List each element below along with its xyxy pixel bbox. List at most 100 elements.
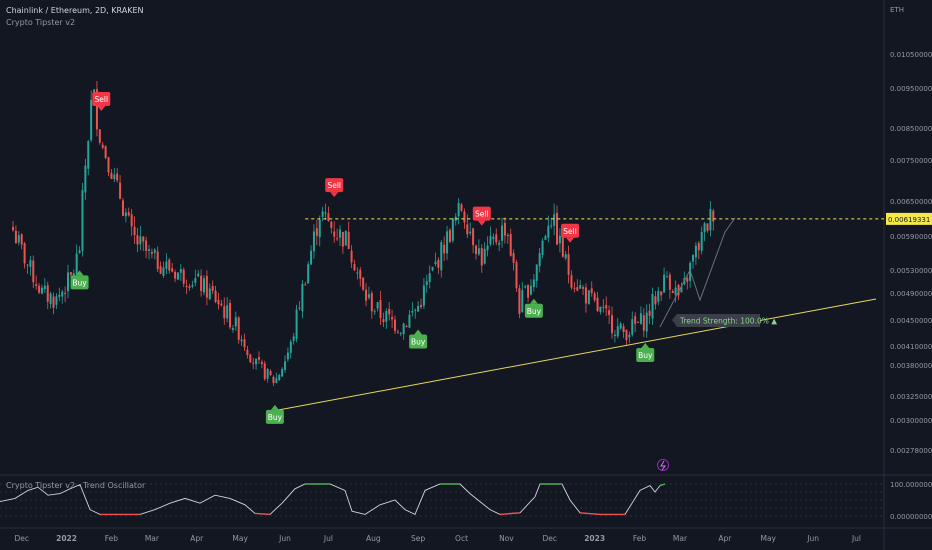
candle-body [35,284,38,286]
candle-body [321,211,324,217]
buy-signal-label: Buy [527,307,542,316]
candle [483,242,486,265]
candle [284,355,287,373]
candle [512,249,515,271]
candle-body [492,236,495,240]
candle-body [148,249,151,251]
candle-body [367,294,370,298]
candle [17,231,20,246]
candle-body [257,357,260,360]
candle-body [553,214,556,226]
candle-body [527,284,530,298]
candle-body [208,288,211,300]
candle [495,228,498,246]
candle [637,321,640,323]
candle-body [425,281,428,286]
candle-body [246,349,249,356]
candle [414,308,417,319]
candle-body [665,276,668,278]
candle [341,231,344,254]
sell-signal-label: Sell [327,181,341,190]
candle-body [668,274,671,290]
candle-body [75,253,78,275]
time-axis-tick: Jul [851,534,861,543]
time-axis-tick: Oct [455,534,468,543]
candle-body [231,328,234,330]
candle-body [613,334,616,337]
candle-body [266,369,269,379]
candle [318,215,321,247]
candle-body [200,275,203,292]
candle [40,284,43,295]
candle [631,311,634,337]
candle-body [712,210,715,222]
candle [622,323,625,338]
candle-body [52,296,55,308]
candle-body [524,286,527,288]
candle-body [145,240,148,251]
candle-body [339,229,341,238]
candle [113,168,116,183]
candle-body [382,319,385,323]
candle-body [307,264,310,284]
candle [130,208,133,237]
candle-body [414,309,417,311]
candle [376,302,379,312]
candle [260,359,263,369]
buy-signal-pointer [270,404,279,410]
candle [46,281,49,310]
candle [330,220,333,234]
indicator-title: Crypto Tipster v2 [6,18,76,27]
price-axis-tick: 0.00850000 [890,125,932,133]
candle-body [359,269,362,279]
candle-body [532,279,535,288]
candle-body [472,228,475,246]
projection-path [659,217,736,328]
candle [660,291,663,301]
candle [298,301,301,311]
candle-body [428,273,431,282]
sell-signal-box [561,223,580,238]
candle [95,80,98,137]
candle-body [570,275,573,288]
price-axis-tick: 0.00410000 [890,343,932,351]
candle [515,259,518,293]
candle [29,255,32,276]
candle [324,203,327,220]
candle [674,280,677,303]
candle-body [645,312,648,332]
buy-signal-label: Buy [72,278,87,287]
candle [437,257,440,274]
buy-signal-pointer [414,329,423,335]
candle-body [12,226,15,231]
candle-body [284,361,287,370]
candle [350,245,353,269]
candle-body [550,225,553,227]
candle-body [619,323,622,329]
candle-body [608,310,611,316]
candle-body [521,290,524,313]
buy-signal: Buy [265,404,284,424]
candle [509,228,512,257]
candle [529,279,532,296]
candle [584,283,587,313]
candle [174,269,177,283]
candle-body [657,290,660,302]
candle-body [69,272,72,275]
candle [165,253,168,275]
candle-body [168,259,171,271]
candle-body [64,292,67,294]
candle-body [203,278,205,293]
candle-body [292,336,295,341]
candle [255,358,258,370]
time-axis-tick: Mar [145,534,160,543]
candle-body [703,223,706,233]
candle [501,217,504,248]
price-axis-currency: ETH [890,6,904,14]
candle [379,290,382,325]
candle-body [408,314,411,328]
candle [712,208,715,231]
candle [344,230,347,246]
candle-body [393,319,396,331]
buy-signal-pointer [75,270,84,276]
